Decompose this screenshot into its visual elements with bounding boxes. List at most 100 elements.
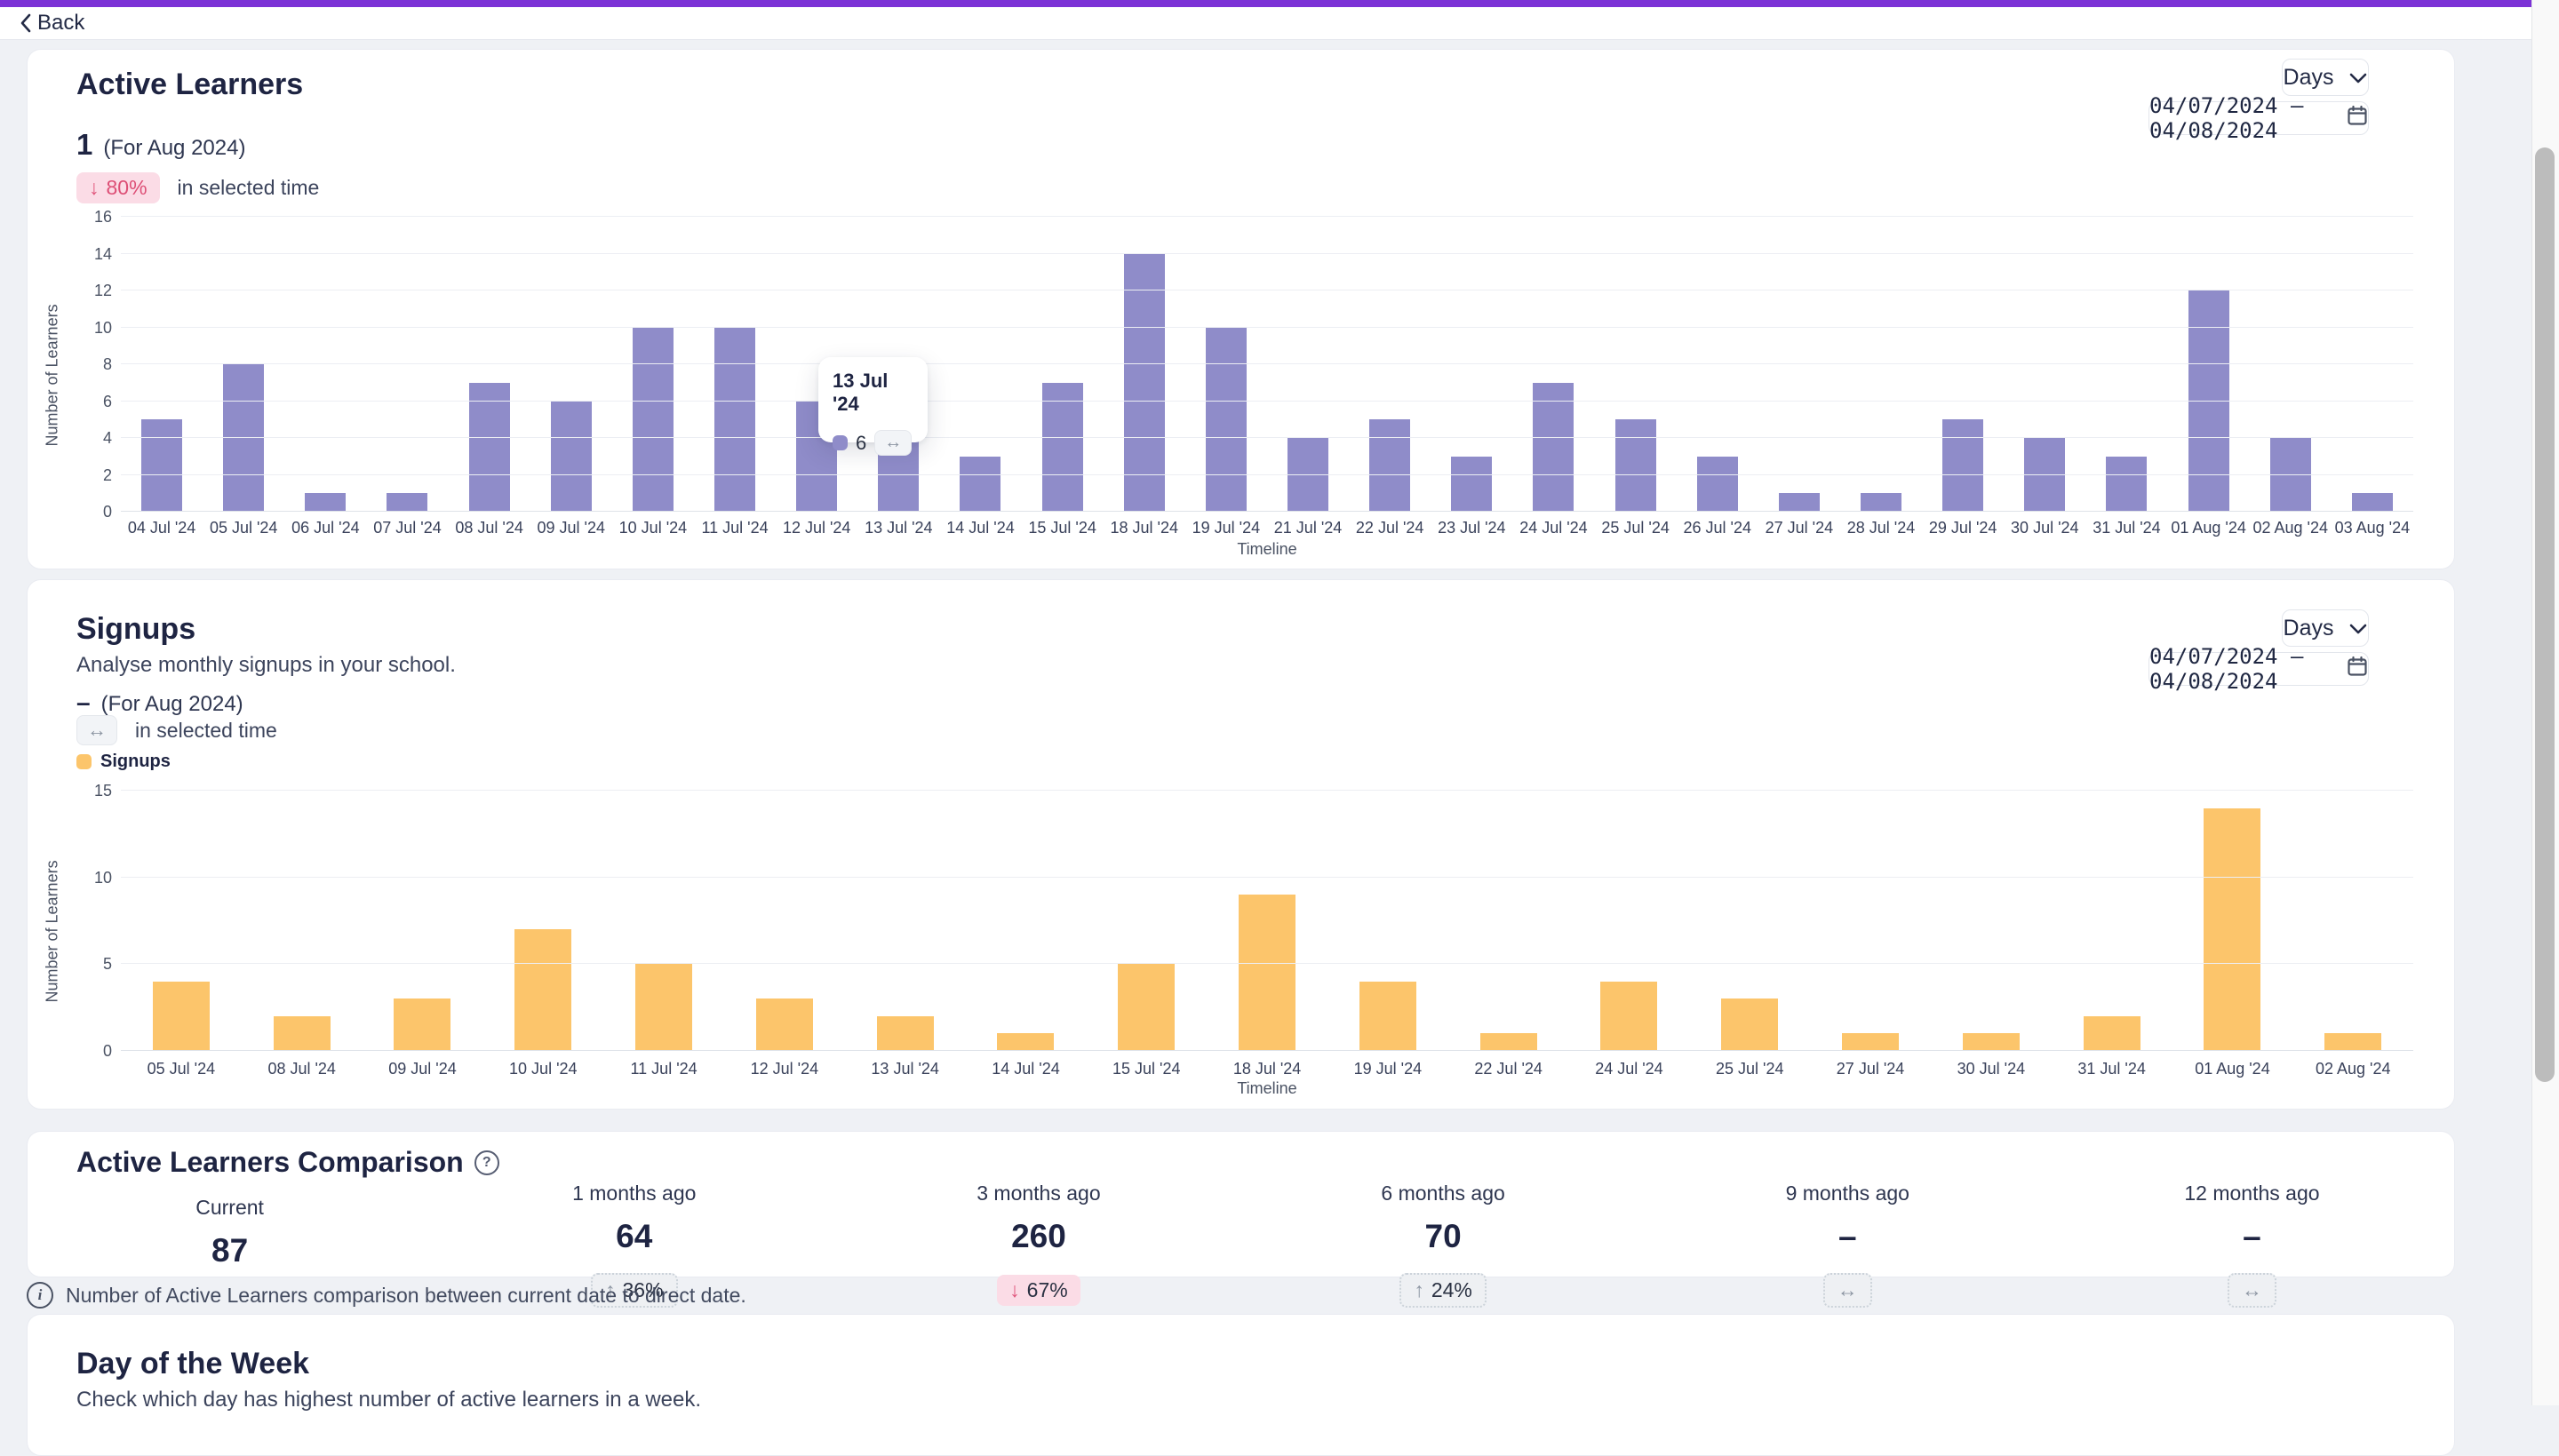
bar-04 Jul '24[interactable] bbox=[141, 419, 183, 512]
chevron-down-icon bbox=[2349, 616, 2367, 641]
period-dropdown-value: Days bbox=[2283, 615, 2334, 640]
calendar-icon bbox=[2347, 656, 2368, 682]
x-tick-label: 30 Jul '24 bbox=[2011, 519, 2079, 537]
bar-03 Aug '24[interactable] bbox=[2351, 493, 2393, 512]
date-range-value: 04/07/2024 – 04/08/2024 bbox=[2149, 644, 2304, 694]
bar-15 Jul '24[interactable] bbox=[1041, 382, 1083, 512]
bar-30 Jul '24[interactable] bbox=[1962, 1033, 2020, 1051]
x-tick-label: 08 Jul '24 bbox=[267, 1060, 336, 1078]
x-tick-label: 13 Jul '24 bbox=[865, 519, 933, 537]
bar-15 Jul '24[interactable] bbox=[1118, 964, 1176, 1051]
legend-swatch-icon bbox=[76, 754, 92, 769]
bar-12 Jul '24[interactable] bbox=[755, 999, 813, 1051]
bar-26 Jul '24[interactable] bbox=[1696, 456, 1738, 512]
x-tick-label: 19 Jul '24 bbox=[1353, 1060, 1423, 1078]
bar-slot bbox=[1569, 791, 1690, 1051]
bar-30 Jul '24[interactable] bbox=[2024, 438, 2066, 512]
help-icon[interactable]: ? bbox=[474, 1150, 499, 1175]
x-axis-title: Timeline bbox=[1237, 540, 1297, 558]
delta-percent: 80% bbox=[106, 176, 147, 199]
comparison-label: 9 months ago bbox=[1785, 1182, 1909, 1205]
bar-18 Jul '24[interactable] bbox=[1239, 895, 1296, 1051]
stat-caption: (For Aug 2024) bbox=[100, 692, 243, 716]
bar-06 Jul '24[interactable] bbox=[305, 493, 347, 512]
comparison-label: 6 months ago bbox=[1381, 1182, 1505, 1205]
y-axis-title: Number of Learners bbox=[43, 304, 61, 447]
comparison-title: Active Learners Comparison bbox=[76, 1146, 464, 1178]
y-tick-label: 14 bbox=[93, 244, 112, 263]
bar-22 Jul '24[interactable] bbox=[1369, 419, 1411, 512]
bar-09 Jul '24[interactable] bbox=[550, 401, 592, 512]
back-button[interactable]: Back bbox=[20, 11, 84, 36]
bar-02 Aug '24[interactable] bbox=[2324, 1033, 2382, 1051]
active-learners-delta: ↓ 80% in selected time bbox=[76, 172, 319, 203]
bar-24 Jul '24[interactable] bbox=[1600, 981, 1658, 1051]
bar-07 Jul '24[interactable] bbox=[387, 493, 428, 512]
bar-27 Jul '24[interactable] bbox=[1842, 1033, 1900, 1051]
bar-05 Jul '24[interactable] bbox=[152, 981, 210, 1051]
bar-10 Jul '24[interactable] bbox=[632, 327, 674, 512]
bar-slot bbox=[203, 217, 284, 512]
bar-24 Jul '24[interactable] bbox=[1533, 382, 1574, 512]
signups-date-range[interactable]: 04/07/2024 – 04/08/2024 bbox=[2148, 644, 2369, 694]
bar-01 Aug '24[interactable] bbox=[2188, 290, 2229, 512]
bar-25 Jul '24[interactable] bbox=[1721, 999, 1779, 1051]
bar-14 Jul '24[interactable] bbox=[997, 1033, 1055, 1051]
gridline-10 bbox=[121, 326, 2413, 328]
x-tick-label: 01 Aug '24 bbox=[2171, 519, 2246, 537]
x-tick-label: 12 Jul '24 bbox=[750, 1060, 819, 1078]
comparison-card: Active Learners Comparison ? Current 87 1 … bbox=[27, 1131, 2455, 1308]
bar-slot bbox=[1448, 791, 1569, 1051]
arrows-horizontal-icon: ↔ bbox=[76, 715, 117, 745]
stat-caption: (For Aug 2024) bbox=[103, 136, 246, 160]
bar-29 Jul '24[interactable] bbox=[1942, 419, 1984, 512]
bar-slot bbox=[121, 217, 203, 512]
scrollbar-thumb[interactable] bbox=[2535, 147, 2555, 1082]
bar-27 Jul '24[interactable] bbox=[1778, 493, 1820, 512]
bar-13 Jul '24[interactable] bbox=[876, 1015, 934, 1051]
active-learners-period-dropdown[interactable]: Days bbox=[2282, 59, 2369, 96]
comparison-col-current: Current 87 bbox=[28, 1167, 432, 1309]
comparison-label: 12 months ago bbox=[2184, 1182, 2320, 1205]
bar-10 Jul '24[interactable] bbox=[514, 929, 572, 1051]
bar-11 Jul '24[interactable] bbox=[714, 327, 756, 512]
day-of-week-subtitle: Check which day has highest number of ac… bbox=[76, 1388, 702, 1412]
signups-period-dropdown[interactable]: Days bbox=[2282, 609, 2369, 647]
x-tick-label: 14 Jul '24 bbox=[946, 519, 1015, 537]
x-tick-label: 31 Jul '24 bbox=[2093, 519, 2161, 537]
bar-31 Jul '24[interactable] bbox=[2083, 1015, 2140, 1051]
bar-09 Jul '24[interactable] bbox=[394, 999, 451, 1051]
trend-badge-up: ↑ 36% bbox=[590, 1272, 678, 1308]
arrows-horizontal-icon: ↔ bbox=[1837, 1277, 1858, 1301]
bar-31 Jul '24[interactable] bbox=[2106, 456, 2148, 512]
y-tick-label: 12 bbox=[93, 282, 112, 299]
bar-19 Jul '24[interactable] bbox=[1359, 981, 1416, 1051]
active-learners-date-range[interactable]: 04/07/2024 – 04/08/2024 bbox=[2148, 93, 2369, 143]
bar-08 Jul '24[interactable] bbox=[468, 382, 510, 512]
bar-19 Jul '24[interactable] bbox=[1205, 327, 1247, 512]
bar-05 Jul '24[interactable] bbox=[223, 364, 265, 512]
bar-08 Jul '24[interactable] bbox=[273, 1015, 331, 1051]
bar-slot bbox=[2085, 217, 2167, 512]
scrollbar-track[interactable] bbox=[2531, 0, 2559, 1405]
bar-slot bbox=[2052, 791, 2172, 1051]
x-tick-label: 18 Jul '24 bbox=[1110, 519, 1179, 537]
bar-28 Jul '24[interactable] bbox=[1861, 493, 1902, 512]
x-tick-label: 15 Jul '24 bbox=[1112, 1060, 1181, 1078]
y-tick-label: 4 bbox=[102, 429, 112, 447]
bar-22 Jul '24[interactable] bbox=[1479, 1033, 1537, 1051]
date-range-value: 04/07/2024 – 04/08/2024 bbox=[2149, 93, 2304, 143]
bar-slot bbox=[1512, 217, 1594, 512]
signups-delta: ↔ in selected time bbox=[76, 715, 277, 745]
bar-11 Jul '24[interactable] bbox=[635, 964, 693, 1051]
bar-slot bbox=[1431, 217, 1512, 512]
bar-18 Jul '24[interactable] bbox=[1123, 253, 1165, 512]
bar-14 Jul '24[interactable] bbox=[960, 456, 1001, 512]
x-tick-label: 14 Jul '24 bbox=[992, 1060, 1060, 1078]
bar-01 Aug '24[interactable] bbox=[2204, 808, 2261, 1051]
arrow-down-icon: ↓ bbox=[89, 176, 100, 199]
bar-21 Jul '24[interactable] bbox=[1287, 438, 1329, 512]
bar-23 Jul '24[interactable] bbox=[1451, 456, 1493, 512]
bar-25 Jul '24[interactable] bbox=[1614, 419, 1656, 512]
bar-02 Aug '24[interactable] bbox=[2269, 438, 2311, 512]
